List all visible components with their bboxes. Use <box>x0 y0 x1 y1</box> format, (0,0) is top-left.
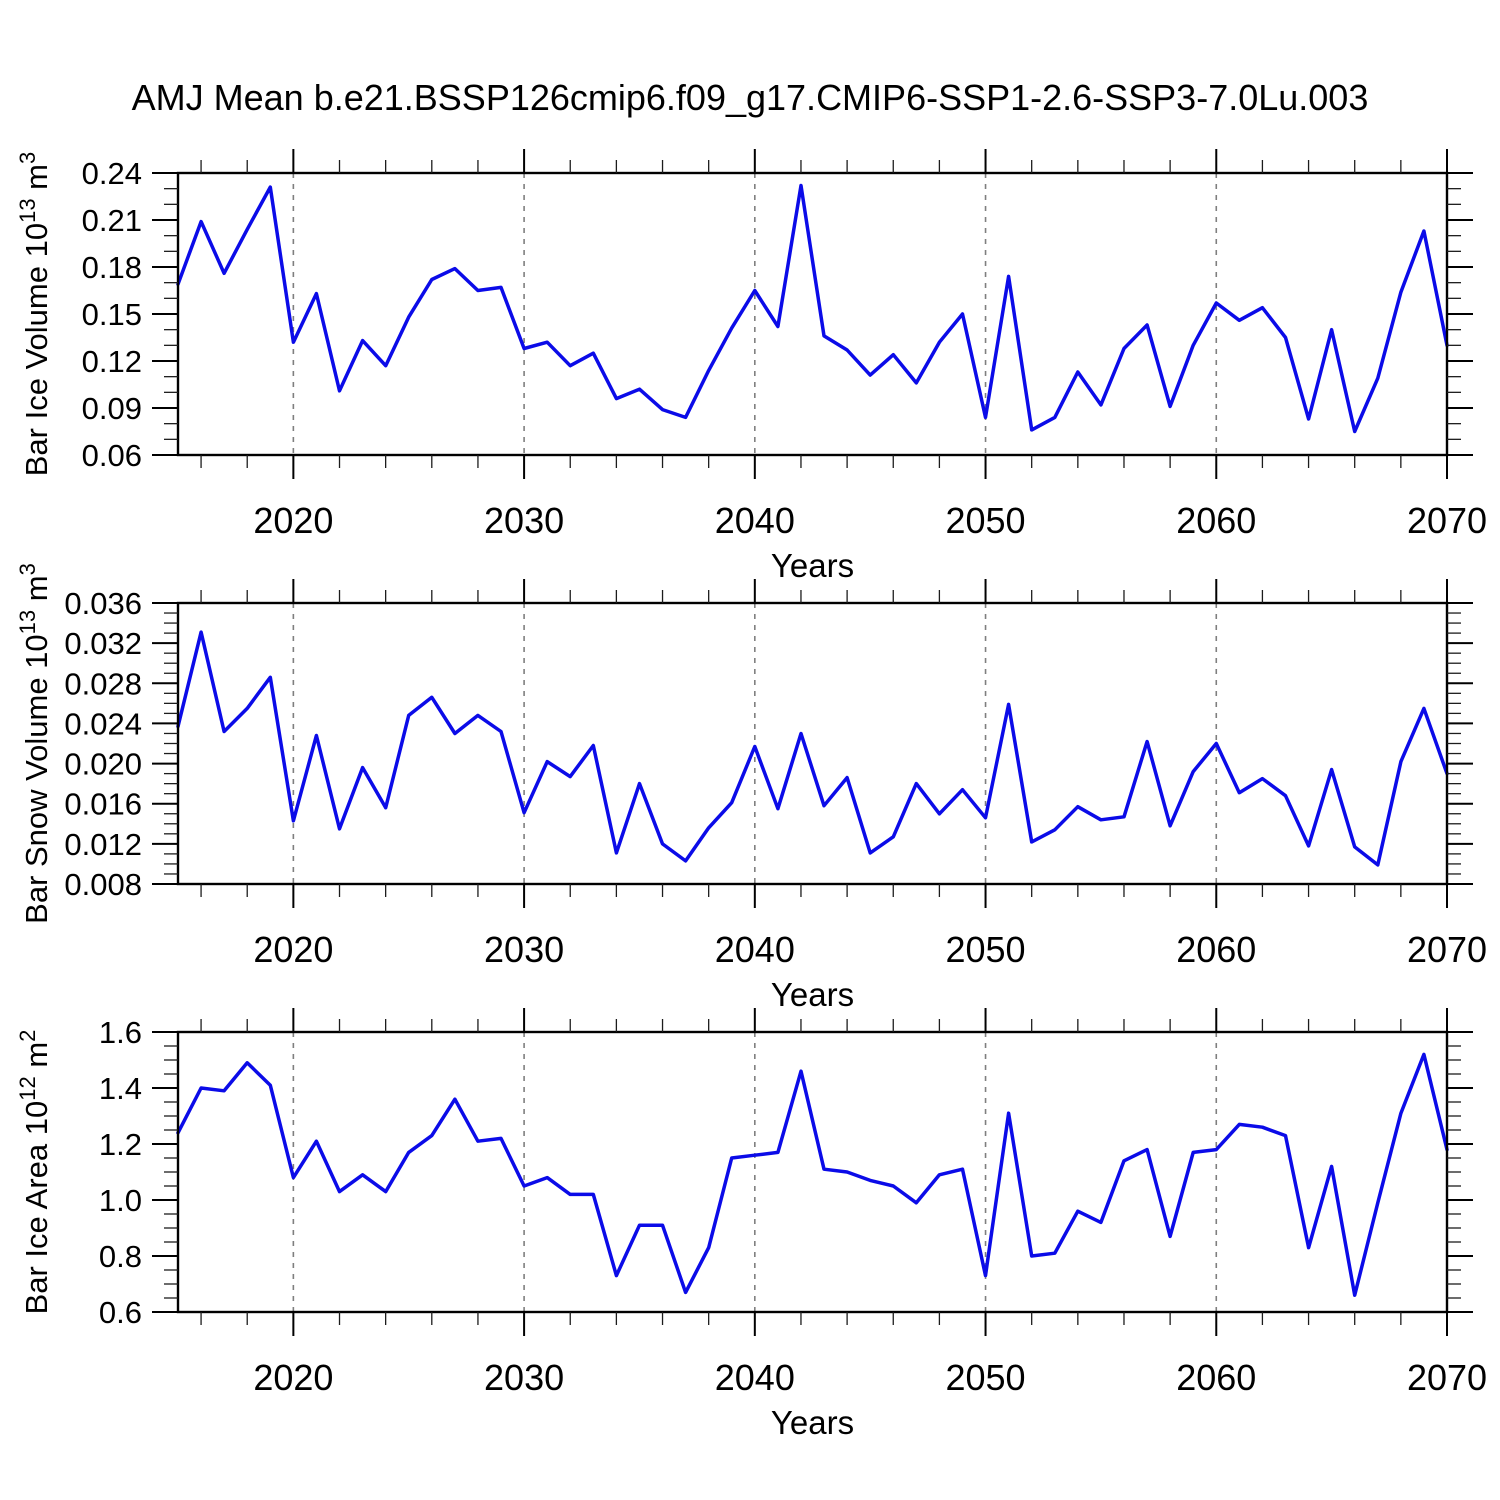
data-line <box>176 630 1449 867</box>
plot-frame <box>176 171 1449 457</box>
y-axis-label: Bar Ice Area 1012 m2 <box>15 1030 54 1315</box>
x-tick-label: 2020 <box>253 929 333 970</box>
x-tick-label: 2050 <box>945 500 1025 541</box>
x-tick-label: 2050 <box>945 929 1025 970</box>
y-tick-label: 0.016 <box>64 787 142 822</box>
y-tick-label: 0.06 <box>82 438 142 473</box>
x-axis-label: Years <box>771 547 854 584</box>
y-tick-label: 0.024 <box>64 706 142 741</box>
y-tick-label: 1.6 <box>99 1015 142 1050</box>
x-tick-label: 2040 <box>715 929 795 970</box>
y-tick-label: 0.012 <box>64 827 142 862</box>
y-tick-label: 0.036 <box>64 586 142 621</box>
x-tick-label: 2070 <box>1407 1357 1487 1398</box>
data-line <box>176 1052 1449 1297</box>
x-tick-label: 2030 <box>484 500 564 541</box>
panel-bar-ice-area: 2020 2030 2040 2050 2060 2070 0.6 0.8 1.0 1.2 1.4 1… <box>15 1008 1487 1441</box>
x-tick-label: 2040 <box>715 500 795 541</box>
y-tick-label: 1.2 <box>99 1127 142 1162</box>
y-tick-label: 0.18 <box>82 250 142 285</box>
y-tick-label: 0.15 <box>82 297 142 332</box>
x-tick-label: 2070 <box>1407 929 1487 970</box>
y-tick-label: 0.21 <box>82 203 142 238</box>
x-tick-label: 2030 <box>484 1357 564 1398</box>
x-tick-label: 2060 <box>1176 1357 1256 1398</box>
y-tick-label: 0.032 <box>64 626 142 661</box>
y-tick-label: 0.008 <box>64 867 142 902</box>
y-axis-label: Bar Ice Volume 1013 m3 <box>15 152 54 477</box>
y-tick-label: 0.24 <box>82 156 142 191</box>
y-tick-label: 1.0 <box>99 1183 142 1218</box>
x-tick-label: 2030 <box>484 929 564 970</box>
y-tick-label: 0.028 <box>64 666 142 701</box>
y-tick-label: 0.020 <box>64 747 142 782</box>
x-tick-label: 2060 <box>1176 500 1256 541</box>
y-tick-label: 0.09 <box>82 391 142 426</box>
panel-bar-ice-volume: 2020 2030 2040 2050 2060 2070 0.06 0.09 0.12 0.15… <box>15 149 1487 584</box>
x-tick-label: 2040 <box>715 1357 795 1398</box>
x-tick-label: 2070 <box>1407 500 1487 541</box>
chart-title: AMJ Mean b.e21.BSSP126cmip6.f09_g17.CMIP… <box>132 77 1369 118</box>
y-tick-label: 0.12 <box>82 344 142 379</box>
x-axis-label: Years <box>771 1404 854 1441</box>
y-tick-label: 0.8 <box>99 1239 142 1274</box>
x-tick-label: 2020 <box>253 1357 333 1398</box>
x-tick-label: 2020 <box>253 500 333 541</box>
y-axis-label: Bar Snow Volume 1013 m3 <box>15 563 54 924</box>
data-line <box>176 183 1449 434</box>
x-tick-label: 2050 <box>945 1357 1025 1398</box>
y-tick-label: 0.6 <box>99 1295 142 1330</box>
panels-container: 2020 2030 2040 2050 2060 2070 0.06 0.09 0.12 0.15… <box>15 149 1487 1441</box>
plot-frame <box>176 1030 1449 1314</box>
panel-bar-snow-volume: 2020 2030 2040 2050 2060 2070 0.008 0.012 0.016 0… <box>15 563 1487 1013</box>
x-axis-label: Years <box>771 976 854 1013</box>
x-tick-label: 2060 <box>1176 929 1256 970</box>
y-tick-label: 1.4 <box>99 1071 142 1106</box>
plot-frame <box>176 601 1449 886</box>
